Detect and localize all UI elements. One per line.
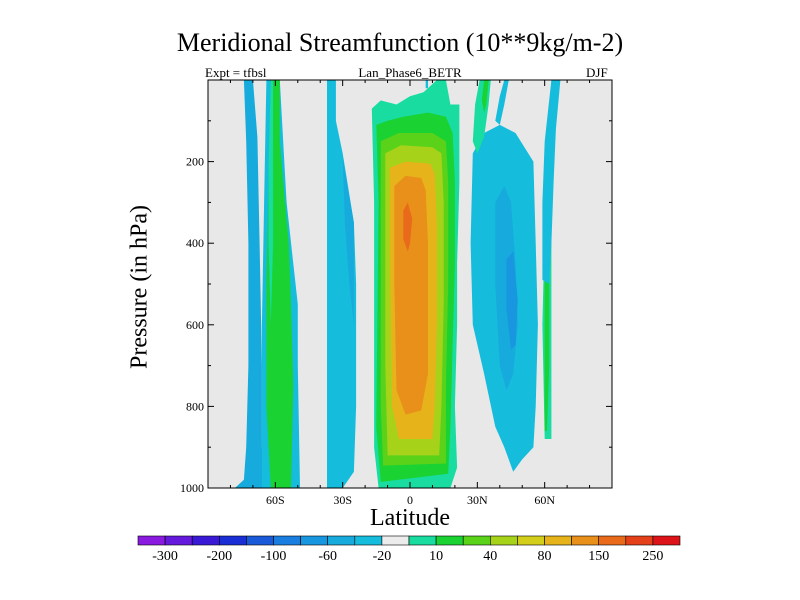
hadley-band-300: [394, 175, 428, 415]
y-tick-label: 800: [186, 399, 204, 413]
hadley-core-max: [403, 202, 413, 252]
nh-top-blue-streak: [495, 80, 509, 125]
colorbar-swatch: [191, 535, 220, 546]
colorbar-swatch: [137, 535, 166, 546]
x-tick-label: 0: [407, 493, 413, 507]
case-label: Lan_Phase6_BETR: [358, 65, 462, 80]
nh-polar-blue: [542, 80, 561, 284]
tropical-top-blip: [425, 80, 428, 89]
colorbar-label: -20: [373, 549, 392, 564]
colorbar-label: 40: [483, 549, 497, 564]
x-tick-label: 60S: [266, 493, 285, 507]
colorbar-swatch: [625, 535, 654, 546]
x-tick-label: 30S: [333, 493, 352, 507]
colorbar-label: 80: [538, 549, 552, 564]
colorbar-swatch: [408, 535, 437, 546]
colorbar-label: 150: [588, 549, 609, 564]
y-tick-label: 400: [186, 236, 204, 250]
colorbar-label: 250: [642, 549, 663, 564]
colorbar-label: -60: [318, 549, 337, 564]
contour-regions: [234, 80, 561, 488]
y-tick-label: 600: [186, 318, 204, 332]
x-axis-label: Latitude: [370, 505, 450, 531]
colorbar-swatch: [219, 535, 247, 546]
colorbar-swatch: [517, 535, 545, 546]
sh-ferrel-green: [266, 80, 294, 488]
colorbar-swatch: [544, 535, 572, 546]
colorbar-swatch: [246, 535, 274, 546]
colorbar-label: -200: [206, 549, 232, 564]
nh-top-green-streak-2: [481, 80, 489, 113]
colorbar-swatch: [489, 535, 518, 546]
colorbar-swatch: [571, 535, 599, 546]
colorbar-swatch: [354, 535, 383, 546]
colorbar-swatch: [381, 535, 410, 546]
axis-ticks: 60S 30S 0 30N 60N 200 400 600 800 1000: [180, 80, 612, 507]
sh-midlat-blue: [327, 80, 357, 488]
colorbar-label: -100: [261, 549, 287, 564]
y-tick-label: 1000: [180, 481, 204, 495]
colorbar-swatch: [273, 535, 301, 546]
nh-high-lat-green-core: [544, 251, 550, 431]
sh-ferrel-pale-inner: [268, 80, 274, 325]
sh-midlat-dark-blue: [342, 157, 354, 325]
season-label: DJF: [586, 65, 608, 80]
y-tick-label: 200: [186, 155, 204, 169]
x-tick-label: 30N: [467, 493, 488, 507]
sh-outer-blue-cell: [234, 80, 276, 488]
x-tick-label: 60N: [534, 493, 555, 507]
experiment-label: Expt = tfbsl: [205, 65, 267, 80]
colorbar: -300 -200 -100 -60 -20 10 40 80 150 250: [137, 535, 681, 564]
colorbar-swatch: [598, 535, 627, 546]
colorbar-label: -300: [152, 549, 178, 564]
colorbar-swatch: [327, 535, 356, 546]
colorbar-swatch: [300, 535, 329, 546]
nh-cell-dark-blue: [506, 251, 518, 350]
colorbar-swatch: [164, 535, 193, 546]
colorbar-swatch: [652, 535, 681, 546]
chart-title: Meridional Streamfunction (10**9kg/m-2): [176, 28, 624, 57]
colorbar-label: 10: [429, 549, 443, 564]
colorbar-swatch: [462, 535, 491, 546]
colorbar-swatch: [435, 535, 464, 546]
